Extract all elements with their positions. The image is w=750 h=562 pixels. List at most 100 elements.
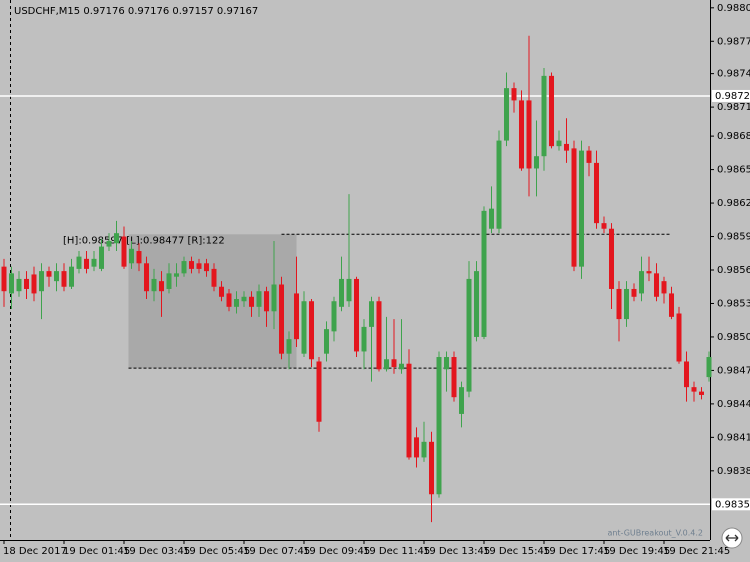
candle-body <box>541 75 547 157</box>
x-tick-label: 19 Dec 11:45 <box>363 546 430 557</box>
candle-body <box>249 296 254 307</box>
candle-body <box>586 150 592 163</box>
candle-body <box>106 240 112 247</box>
candle-body <box>234 299 239 307</box>
candle-body <box>76 256 82 269</box>
candle-body <box>264 291 269 312</box>
y-tick-label: 0.98445 <box>717 399 750 410</box>
candle-body <box>211 268 217 287</box>
candle-body <box>331 301 337 332</box>
candle-body <box>669 293 674 317</box>
candle-body <box>564 143 569 151</box>
candle-body <box>511 88 517 101</box>
candle-body <box>339 278 344 307</box>
candle-body <box>526 100 532 169</box>
x-tick-label: 19 Dec 21:45 <box>663 546 730 557</box>
level-label: 0.98721 <box>715 91 750 102</box>
candle-body <box>54 271 59 282</box>
chart-title: USDCHF,M15 0.97176 0.97176 0.97157 0.971… <box>14 6 258 17</box>
x-tick-label: 18 Dec 2017 <box>3 546 67 557</box>
candle-body <box>601 223 607 229</box>
candle-body <box>174 273 179 277</box>
candle-body <box>676 313 682 362</box>
y-tick-label: 0.98505 <box>717 332 750 343</box>
candle-body <box>691 387 697 392</box>
scroll-icon-arrows[interactable] <box>725 534 739 542</box>
candle-body <box>661 281 667 294</box>
candle-body <box>534 156 539 169</box>
candle-body <box>84 258 89 269</box>
level-label: 0.98355 <box>715 499 750 510</box>
y-tick-label: 0.98385 <box>717 466 750 477</box>
candle-body <box>571 148 577 267</box>
y-tick-label: 0.98565 <box>717 265 750 276</box>
x-tick-label: 19 Dec 01:45 <box>63 546 130 557</box>
candle-body <box>654 273 659 297</box>
candle-body <box>421 441 427 458</box>
candle-body <box>324 329 329 354</box>
candle-body <box>309 301 314 360</box>
candle-body <box>316 361 322 422</box>
candle-body <box>594 162 599 224</box>
candle-body <box>459 387 464 414</box>
y-tick-label: 0.98475 <box>717 365 750 376</box>
candle-body <box>451 357 457 398</box>
x-tick-label: 19 Dec 19:45 <box>603 546 670 557</box>
candle-body <box>684 361 689 388</box>
level-label-box <box>712 498 750 511</box>
candle-body <box>279 284 284 354</box>
candle-body <box>616 288 622 320</box>
x-tick-label: 19 Dec 15:45 <box>483 546 550 557</box>
candle-body <box>496 140 502 229</box>
candle-body <box>346 278 352 302</box>
candle-body <box>189 261 194 269</box>
y-tick-label: 0.98685 <box>717 131 750 142</box>
candle-body <box>376 301 382 370</box>
candle-body <box>504 88 509 141</box>
x-tick-label: 19 Dec 03:45 <box>123 546 190 557</box>
candle-body <box>391 359 397 368</box>
y-tick-label: 0.98625 <box>717 198 750 209</box>
candle-body <box>639 271 644 294</box>
x-tick-label: 19 Dec 05:45 <box>183 546 250 557</box>
candle-body <box>406 363 412 458</box>
candle-body <box>549 75 554 147</box>
candle-body <box>39 271 44 292</box>
range-box-label: [H]:0.98597 [L]:0.98477 [R]:122 <box>63 235 225 246</box>
x-tick-label: 19 Dec 13:45 <box>423 546 490 557</box>
candle-body <box>444 357 449 370</box>
x-tick-label: 19 Dec 17:45 <box>543 546 610 557</box>
candle-body <box>69 266 74 287</box>
candle-body <box>24 278 29 289</box>
candle-body <box>144 263 149 292</box>
candle-body <box>196 263 202 269</box>
x-tick-label: 19 Dec 07:45 <box>243 546 310 557</box>
candle-body <box>624 288 629 320</box>
y-tick-label: 0.98711 <box>717 102 750 113</box>
candle-body <box>204 263 209 272</box>
candle-body <box>166 273 172 289</box>
candle-body <box>121 236 127 267</box>
candle-body <box>354 278 359 352</box>
candle-body <box>241 296 247 302</box>
scroll-icon[interactable] <box>721 527 743 549</box>
range-box <box>128 234 297 369</box>
candle-body <box>384 359 389 370</box>
candle-body <box>646 271 652 274</box>
candle-body <box>159 281 164 292</box>
candle-body <box>579 150 584 267</box>
candle-body <box>369 301 374 327</box>
candle-body <box>609 228 614 289</box>
y-tick-label: 0.98655 <box>717 165 750 176</box>
candle-body <box>519 100 524 169</box>
candle-body <box>436 357 442 495</box>
candle-body <box>46 271 52 277</box>
candle-body <box>9 273 14 294</box>
y-tick-label: 0.98741 <box>717 69 750 80</box>
candle-body <box>399 363 404 370</box>
candle-body <box>1 266 7 292</box>
